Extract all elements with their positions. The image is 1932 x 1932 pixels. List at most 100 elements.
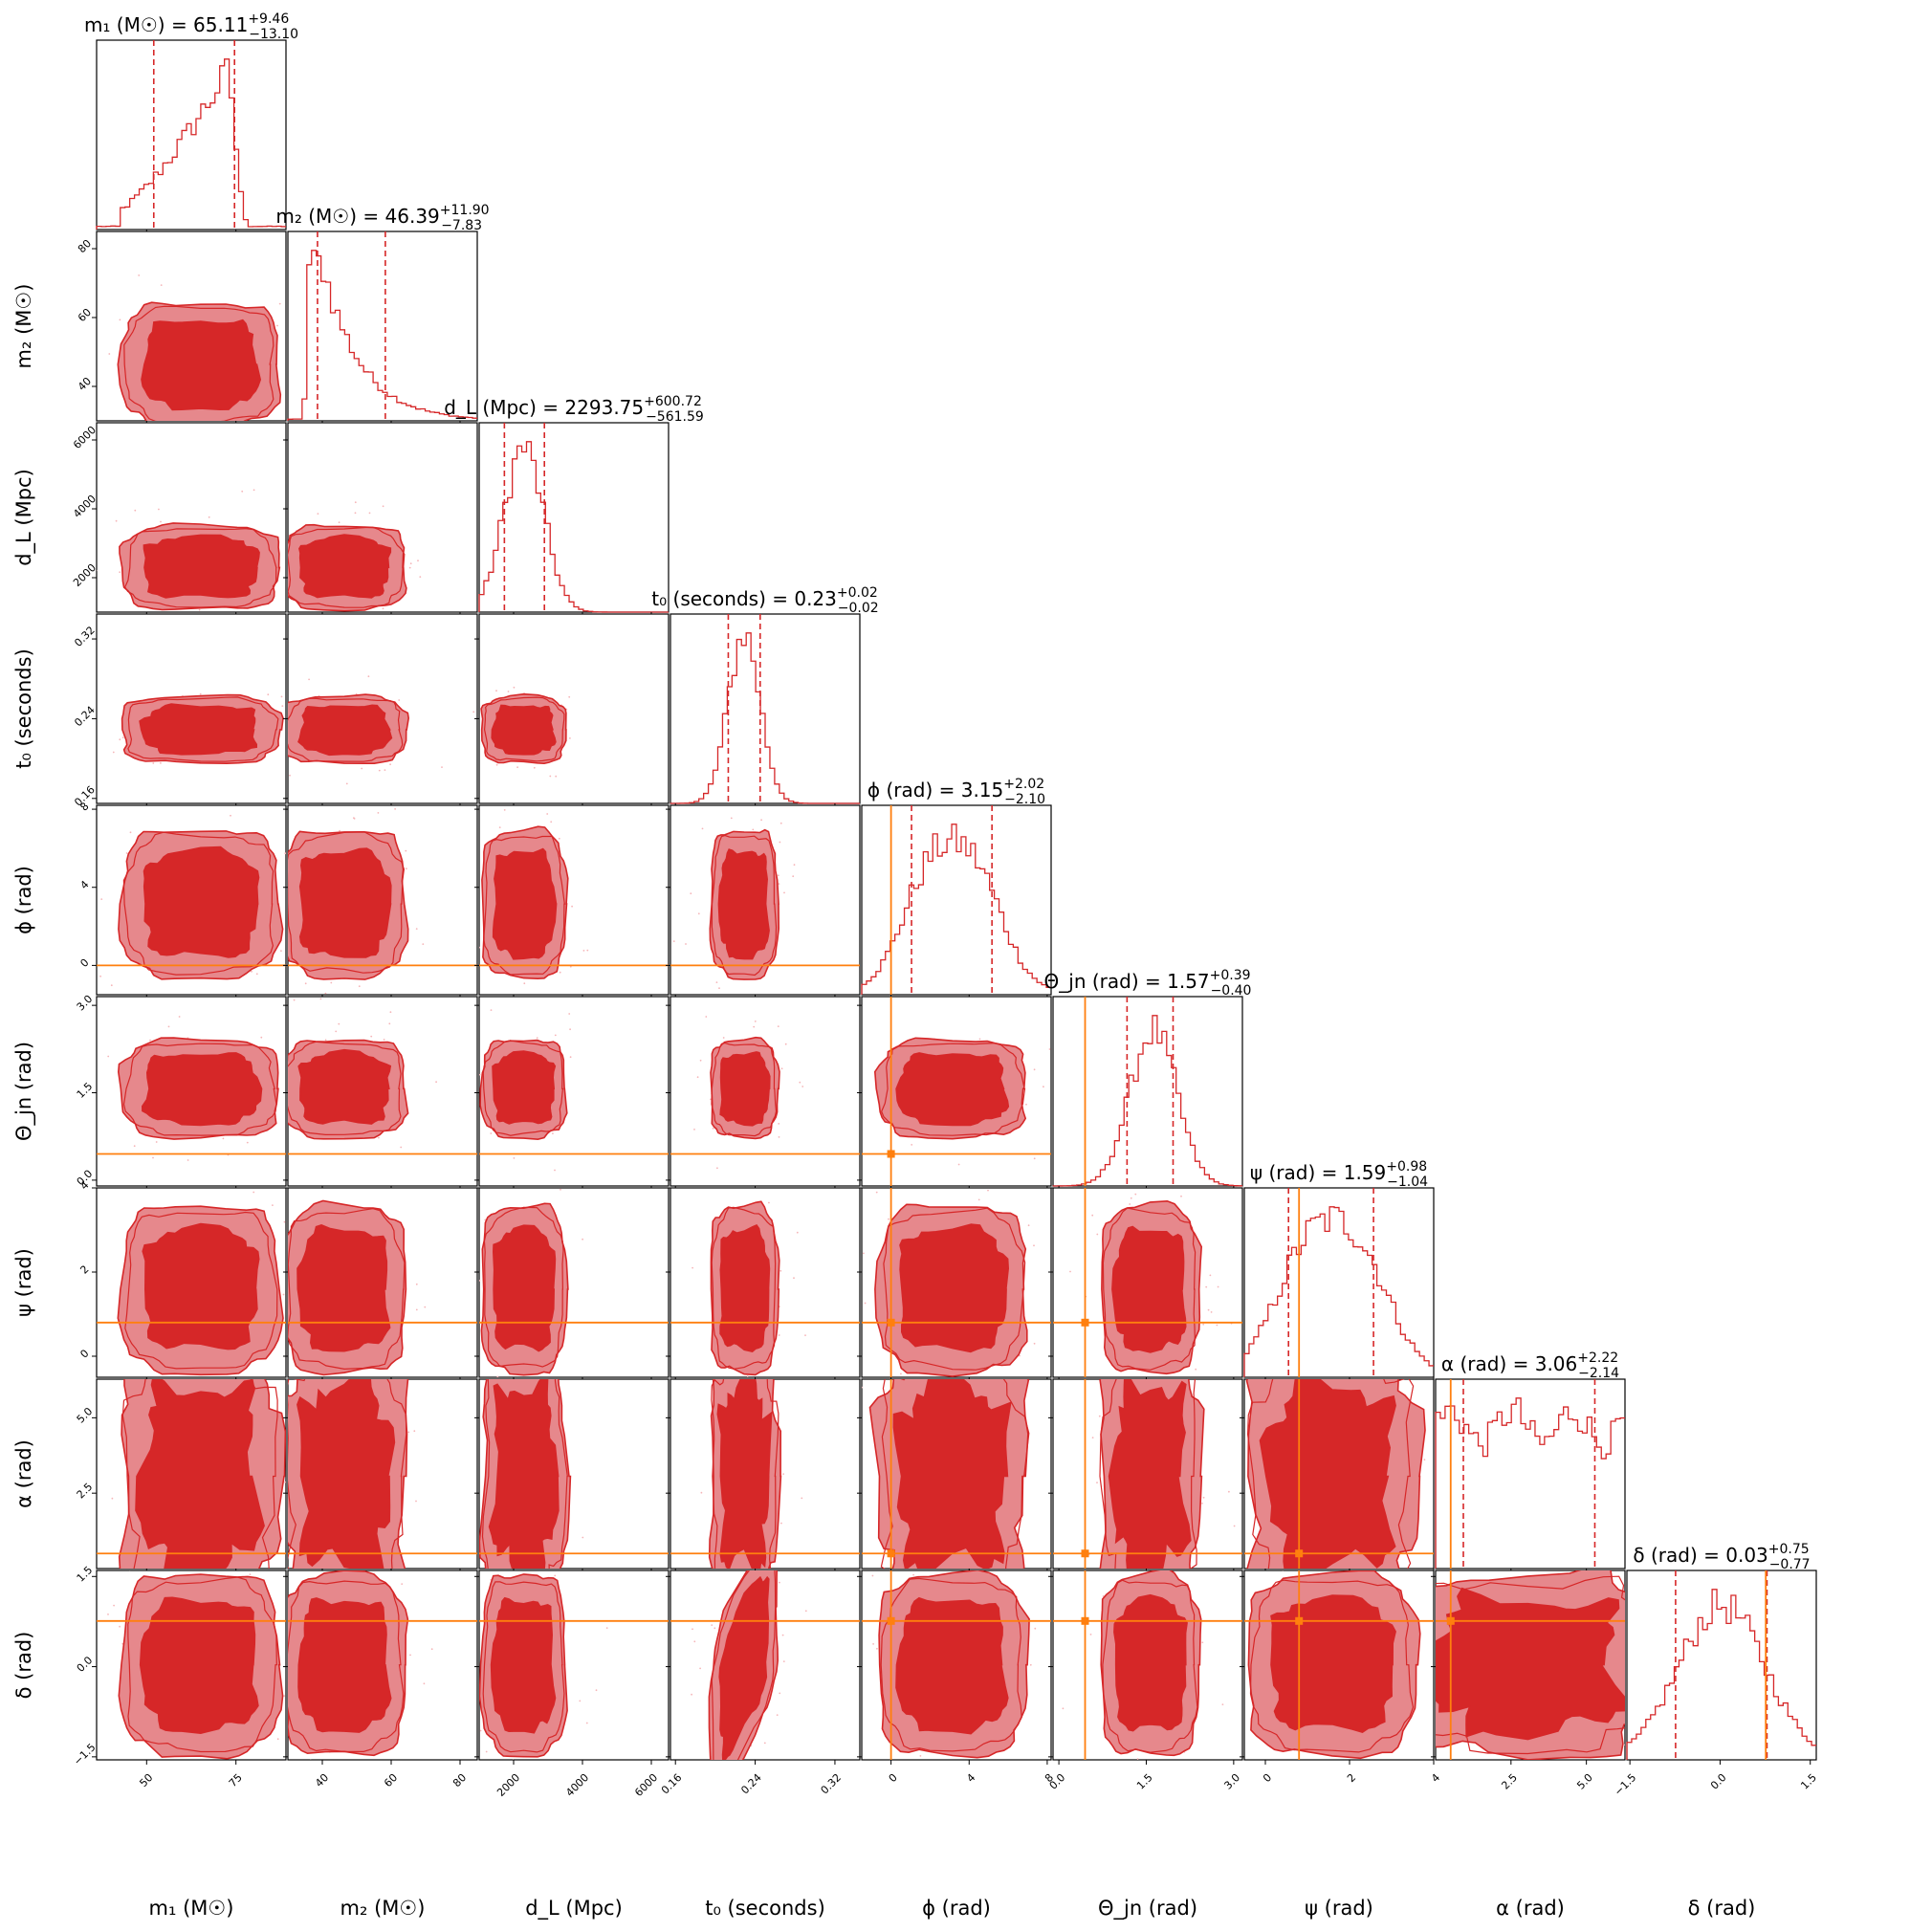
contour-mid — [483, 835, 565, 976]
sample-point — [282, 1293, 285, 1296]
panel-m2-thetajn — [283, 996, 478, 1191]
contour-inner — [899, 1223, 1010, 1353]
sample-point — [1130, 1197, 1132, 1199]
contour-inner — [490, 1596, 557, 1734]
sample-point — [1221, 1703, 1224, 1705]
panel-phi-psi — [857, 1187, 1052, 1382]
sample-point — [485, 1750, 488, 1753]
sample-point — [152, 762, 155, 764]
sample-point — [503, 809, 506, 811]
sample-point — [490, 1009, 493, 1011]
contour-mid — [122, 1043, 277, 1136]
contour-inner — [297, 1048, 392, 1125]
sample-point — [782, 1660, 785, 1662]
panel-dL-phi — [474, 804, 670, 999]
sample-point — [1033, 1342, 1036, 1345]
sample-point — [872, 1643, 874, 1645]
sample-point — [406, 867, 407, 870]
sample-point — [167, 1025, 170, 1028]
contour-inner — [141, 318, 262, 411]
sample-point — [705, 1016, 708, 1018]
contour-mid — [288, 830, 406, 974]
sample-point — [276, 324, 278, 327]
sample-point — [582, 1238, 583, 1240]
sample-point — [260, 1036, 263, 1039]
sample-point — [779, 822, 782, 824]
sample-point — [1134, 1193, 1137, 1196]
sample-point — [378, 1136, 380, 1139]
diag-panel-delta: δ (rad) = 0.03+0.75 −0.77 −1.5 0.0 1.5 — [1612, 1542, 1819, 1798]
sample-point — [722, 1037, 725, 1039]
sample-point — [1528, 1763, 1530, 1765]
truth-marker — [1081, 1549, 1089, 1558]
sample-point — [495, 690, 497, 692]
sample-point — [1091, 1437, 1094, 1438]
sample-point — [754, 1021, 757, 1022]
truth-marker — [1081, 1318, 1089, 1327]
sample-point — [513, 686, 516, 689]
sample-point — [187, 1159, 189, 1161]
contour-inner — [895, 1596, 1009, 1735]
sample-point — [586, 949, 589, 952]
sample-point — [558, 837, 560, 840]
sample-point — [222, 1137, 225, 1140]
sample-point — [1205, 1285, 1208, 1288]
sample-point — [359, 1768, 361, 1770]
sample-point — [241, 490, 244, 493]
contour-inner — [895, 1052, 1010, 1127]
y-tick-label-phi: 0 — [77, 956, 91, 970]
param-title-alpha: α (rad) = 3.06+2.22 −2.14 — [1441, 1350, 1619, 1381]
sample-point — [70, 961, 72, 963]
sample-point — [361, 767, 363, 770]
sample-point — [701, 827, 704, 830]
sample-point — [801, 1086, 804, 1087]
sample-point — [419, 576, 422, 578]
sample-point — [554, 1574, 557, 1577]
sample-point — [405, 849, 407, 852]
sample-point — [158, 508, 160, 511]
sample-point — [605, 1627, 608, 1629]
sample-point — [1091, 1214, 1094, 1217]
sample-point — [152, 1156, 154, 1159]
x-axis-label-thetajn: Θ_jn (rad) — [1098, 1897, 1197, 1921]
sample-point — [389, 763, 391, 766]
sample-point — [691, 1693, 692, 1696]
sample-point — [780, 1522, 782, 1525]
sample-point — [330, 981, 333, 984]
panel-m2-alpha — [283, 1378, 478, 1573]
sample-point — [400, 1146, 403, 1149]
sample-point — [612, 1768, 614, 1770]
sample-point — [108, 353, 111, 355]
panel-frame — [287, 231, 478, 422]
panel-frame — [1626, 1570, 1817, 1761]
sample-point — [293, 999, 296, 1001]
sample-point — [1201, 1641, 1204, 1644]
sample-point — [753, 1025, 756, 1028]
sample-point — [1557, 1802, 1559, 1804]
contour-inner — [716, 1379, 773, 1569]
sample-point — [1136, 1758, 1139, 1760]
panel-phi-alpha — [857, 1378, 1052, 1573]
panel-dL-t0 — [474, 613, 670, 808]
sample-point — [778, 1136, 780, 1138]
sample-point — [1228, 1490, 1230, 1493]
sample-point — [796, 1231, 799, 1234]
sample-point — [513, 1157, 516, 1159]
panel-m1-dL: 2000 4000 6000 — [71, 422, 287, 617]
contour-inner — [892, 1379, 1012, 1569]
sample-point — [783, 891, 785, 894]
contour-mid — [127, 1576, 277, 1753]
sample-point — [780, 1067, 783, 1070]
sample-point — [911, 1144, 913, 1146]
param-title-phi: ϕ (rad) = 3.15+2.02 −2.10 — [867, 777, 1045, 807]
x-tick-label-psi: 0 — [1261, 1771, 1274, 1785]
sample-point — [66, 1440, 68, 1442]
corner-panels: m₁ (M☉) = 65.11+9.46 −13.10 m₂ (M☉) = 46.3… — [66, 11, 1819, 1804]
panel-psi-delta: 0 2 4 — [1240, 1570, 1442, 1785]
y-tick-label-alpha: 2.5 — [75, 1481, 96, 1502]
y-tick-label-delta: −1.5 — [71, 1741, 98, 1767]
x-tick-label-psi: 2 — [1345, 1771, 1358, 1785]
panel-dL-psi — [474, 1187, 670, 1382]
panel-frame — [670, 613, 861, 804]
y-tick-label-phi: 4 — [77, 878, 91, 891]
